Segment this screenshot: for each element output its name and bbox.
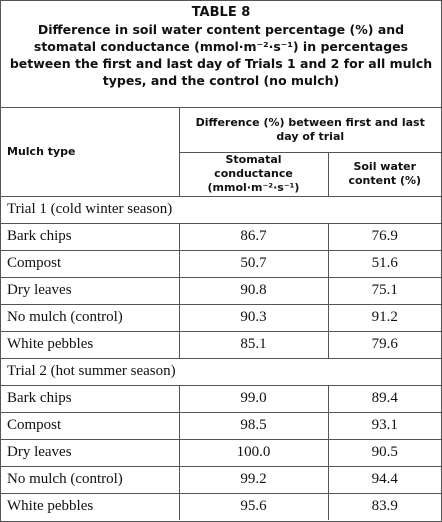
value-cell: 90.3 — [178, 303, 329, 332]
section-row: Trial 1 (cold winter season) — [1, 195, 441, 224]
data-row: Bark chips 86.7 76.9 — [1, 222, 441, 251]
value-cell: 51.6 — [327, 249, 441, 278]
mulch-cell: Bark chips — [1, 384, 180, 413]
mulch-cell: No mulch (control) — [1, 303, 180, 332]
section-label: Trial 1 (cold winter season) — [1, 195, 441, 224]
header-cell: Soil water content (%) — [327, 151, 441, 197]
value-cell: 100.0 — [178, 438, 329, 467]
value-cell: 94.4 — [327, 465, 441, 494]
table-body: Mulch type Difference (%) between first … — [1, 108, 441, 520]
data-row: No mulch (control) 90.3 91.2 — [1, 303, 441, 332]
mulch-cell: Compost — [1, 411, 180, 440]
data-row: Compost 50.7 51.6 — [1, 249, 441, 278]
value-cell: 50.7 — [178, 249, 329, 278]
value-cell: 79.6 — [327, 330, 441, 359]
value-cell: 75.1 — [327, 276, 441, 305]
header-cell: Stomatal conductance (mmol·m⁻²·s⁻¹) — [179, 151, 329, 197]
mulch-cell: No mulch (control) — [1, 465, 180, 494]
value-cell: 85.1 — [178, 330, 329, 359]
value-cell: 89.4 — [327, 384, 441, 413]
value-cell: 91.2 — [327, 303, 441, 332]
header-cell: Difference (%) between first and last da… — [178, 108, 441, 153]
value-cell: 98.5 — [178, 411, 329, 440]
value-cell: 90.8 — [178, 276, 329, 305]
data-row: White pebbles 95.6 83.9 — [1, 492, 441, 520]
value-cell: 86.7 — [178, 222, 329, 251]
value-cell: 99.2 — [178, 465, 329, 494]
table-title: TABLE 8 — [191, 5, 251, 20]
table-caption: Difference in soil water content percent… — [9, 22, 433, 88]
mulch-cell: Dry leaves — [1, 438, 180, 467]
value-cell: 83.9 — [327, 492, 441, 520]
value-cell: 90.5 — [327, 438, 441, 467]
section-row: Trial 2 (hot summer season) — [1, 357, 441, 386]
value-cell: 76.9 — [327, 222, 441, 251]
mulch-cell: White pebbles — [1, 330, 180, 359]
mulch-cell: Dry leaves — [1, 276, 180, 305]
mulch-cell: White pebbles — [1, 492, 180, 520]
value-cell: 95.6 — [178, 492, 329, 520]
header-row: Stomatal conductance (mmol·m⁻²·s⁻¹) Soil… — [1, 151, 441, 197]
data-table: Mulch type Difference (%) between first … — [1, 108, 441, 520]
data-row: White pebbles 85.1 79.6 — [1, 330, 441, 359]
mulch-cell: Compost — [1, 249, 180, 278]
data-row: No mulch (control) 99.2 94.4 — [1, 465, 441, 494]
header-cell: Mulch type — [1, 108, 180, 197]
section-label: Trial 2 (hot summer season) — [1, 357, 441, 386]
header-row: Mulch type Difference (%) between first … — [1, 108, 441, 197]
mulch-cell: Bark chips — [1, 222, 180, 251]
value-cell: 99.0 — [178, 384, 329, 413]
data-row: Compost 98.5 93.1 — [1, 411, 441, 440]
data-row: Bark chips 99.0 89.4 — [1, 384, 441, 413]
caption-block: TABLE 8 Difference in soil water content… — [1, 1, 441, 108]
data-row: Dry leaves 90.8 75.1 — [1, 276, 441, 305]
value-cell: 93.1 — [327, 411, 441, 440]
data-row: Dry leaves 100.0 90.5 — [1, 438, 441, 467]
